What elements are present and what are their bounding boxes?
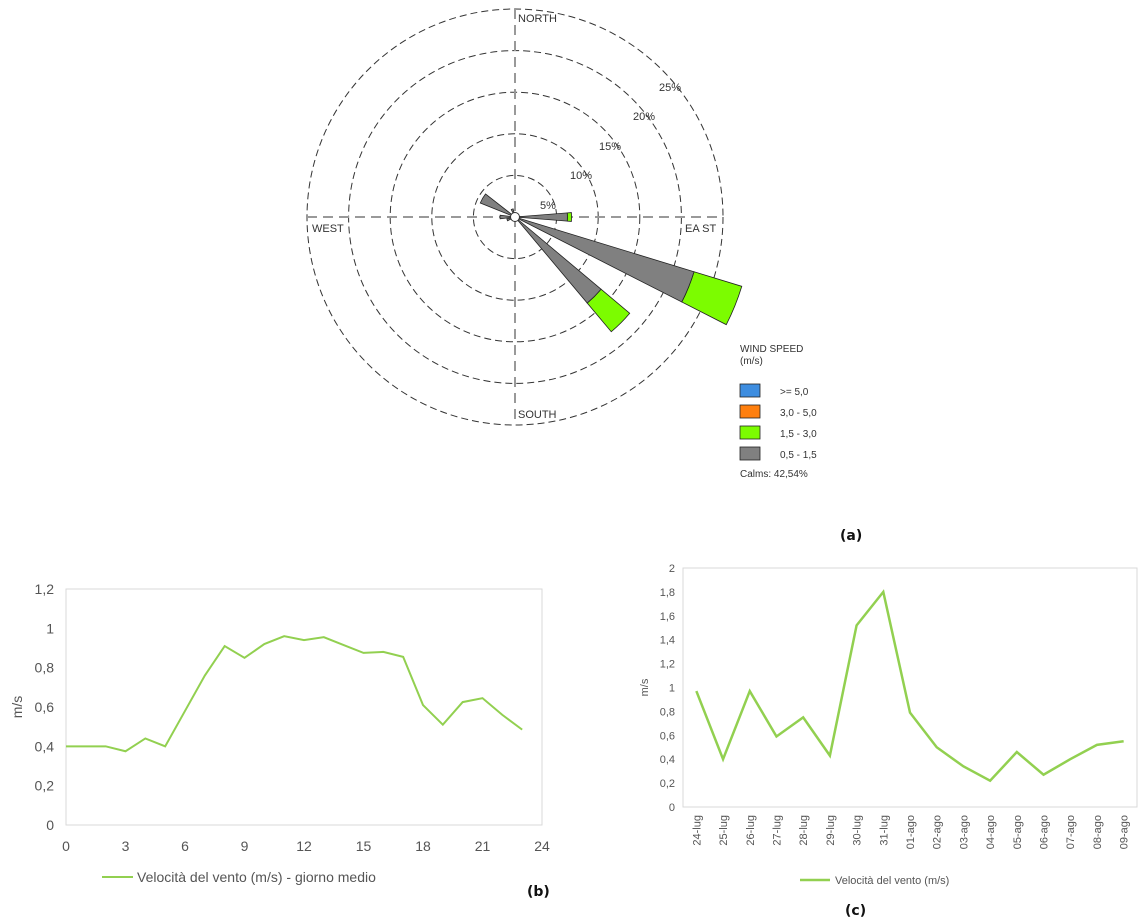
y-tick-label-c: 0,8: [660, 706, 675, 718]
rose-sector-gray: [479, 193, 516, 218]
rose-center: [510, 212, 520, 222]
rose-sector-gray: [514, 216, 602, 304]
y-tick-label-c: 1,4: [660, 635, 675, 647]
y-tick-label-b: 0: [46, 817, 54, 833]
rose-ring-label: 20%: [633, 111, 655, 123]
rose-ring-label: 5%: [540, 200, 556, 212]
legend-label-b: Velocità del vento (m/s) - giorno medio: [137, 869, 376, 885]
rose-sector-green: [566, 212, 572, 222]
rose-label-east: EA ST: [685, 223, 716, 235]
x-tick-label-c: 08-ago: [1092, 815, 1104, 849]
wind-rose-chart: 5% 10% 15% 20% 25% NORTH SOUTH EA ST WEST WIND S…: [306, 8, 817, 480]
legend-label-c: Velocità del vento (m/s): [835, 875, 949, 887]
rose-sector-gray: [514, 212, 568, 222]
x-tick-label-c: 04-ago: [985, 815, 997, 849]
y-tick-label-c: 0,2: [660, 778, 675, 790]
rose-label-south: SOUTH: [518, 409, 557, 421]
x-tick-label-c: 05-ago: [1012, 815, 1024, 849]
y-tick-label-c: 0,4: [660, 754, 675, 766]
x-tick-label-c: 26-lug: [745, 815, 757, 846]
y-tick-label-b: 0,8: [35, 660, 55, 676]
x-tick-label-b: 3: [122, 838, 130, 854]
rose-legend-label: 0,5 - 1,5: [780, 450, 817, 461]
y-tick-label-c: 1: [669, 683, 675, 695]
x-tick-label-c: 24-lug: [691, 815, 703, 846]
rose-sector-gray: [514, 216, 695, 303]
panel-label-b: (b): [527, 884, 550, 900]
x-tick-label-b: 9: [241, 838, 249, 854]
rose-legend-unit: (m/s): [740, 356, 763, 367]
x-tick-label-b: 24: [534, 838, 550, 854]
rose-label-north: NORTH: [518, 13, 557, 25]
plot-frame-c: [682, 567, 1138, 808]
x-tick-label-b: 21: [475, 838, 491, 854]
rose-calms: Calms: 42,54%: [740, 469, 808, 480]
rose-legend-label: 3,0 - 5,0: [780, 408, 817, 419]
x-tick-label-b: 0: [62, 838, 70, 854]
x-tick-label-c: 29-lug: [825, 815, 837, 846]
y-tick-label-b: 0,2: [35, 778, 55, 794]
x-tick-label-c: 25-lug: [718, 815, 730, 846]
rose-legend-label: >= 5,0: [780, 387, 809, 398]
rose-ring-label: 15%: [599, 141, 621, 153]
rose-ring-label: 25%: [659, 82, 681, 94]
series-line-c: [695, 589, 1124, 783]
panel-label-a: (a): [840, 528, 863, 544]
y-tick-label-c: 1,8: [660, 587, 675, 599]
y-tick-label-c: 1,6: [660, 611, 675, 623]
x-tick-label-b: 12: [296, 838, 312, 854]
y-tick-label-b: 1,2: [35, 581, 55, 597]
y-tick-label-b: 0,6: [35, 699, 55, 715]
x-tick-label-c: 28-lug: [798, 815, 810, 846]
x-tick-label-b: 15: [356, 838, 372, 854]
rose-legend-swatch: [739, 446, 761, 461]
y-tick-label-c: 0: [669, 802, 675, 814]
y-tick-label-c: 0,6: [660, 730, 675, 742]
x-tick-label-c: 07-ago: [1065, 815, 1077, 849]
series-line-b: [66, 635, 523, 753]
y-tick-label-c: 1,2: [660, 659, 675, 671]
x-tick-label-b: 6: [181, 838, 189, 854]
x-tick-label-c: 27-lug: [771, 815, 783, 846]
y-tick-label-c: 2: [669, 563, 675, 575]
rose-legend-swatch: [739, 425, 761, 440]
x-tick-label-c: 01-ago: [905, 815, 917, 849]
rose-legend-label: 1,5 - 3,0: [780, 429, 817, 440]
y-axis-label-b: m/s: [9, 696, 25, 719]
rose-label-west: WEST: [312, 223, 344, 235]
y-tick-label-b: 0,4: [35, 738, 55, 754]
rose-legend-title: WIND SPEED: [740, 344, 803, 355]
x-tick-label-c: 31-lug: [878, 815, 890, 846]
x-tick-label-c: 02-ago: [932, 815, 944, 849]
x-tick-label-c: 09-ago: [1119, 815, 1131, 849]
x-tick-label-c: 30-lug: [852, 815, 864, 846]
rose-legend-swatch: [739, 383, 761, 398]
x-tick-label-b: 18: [415, 838, 431, 854]
x-tick-label-c: 03-ago: [958, 815, 970, 849]
x-tick-label-c: 06-ago: [1039, 815, 1051, 849]
rose-legend-swatch: [739, 404, 761, 419]
y-tick-label-b: 1: [46, 620, 54, 636]
panel-label-c: (c): [845, 903, 867, 919]
plot-frame-b: [65, 588, 543, 826]
rose-ring-label: 10%: [570, 170, 592, 182]
rose-sector-gray: [499, 214, 516, 220]
y-axis-label-c: m/s: [639, 678, 651, 696]
